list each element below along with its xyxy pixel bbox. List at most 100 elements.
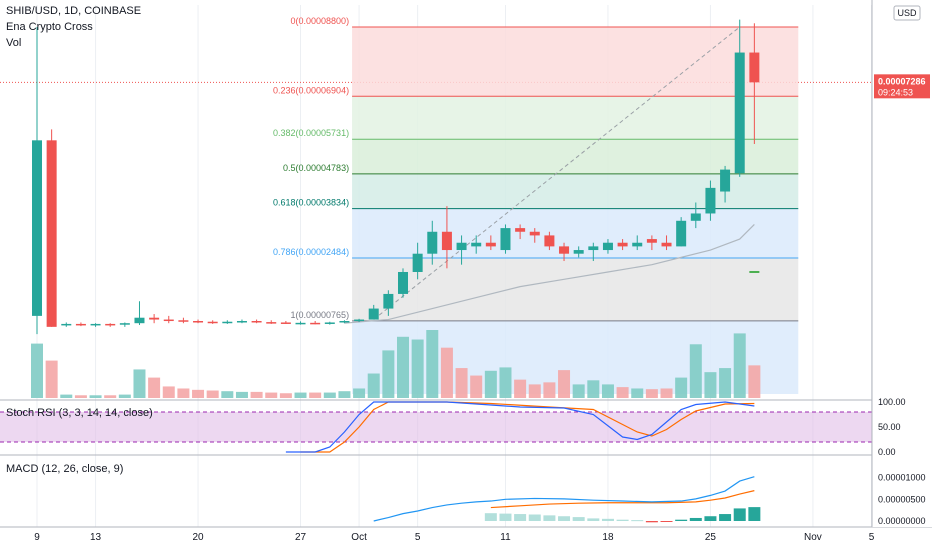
- volume-bar: [558, 370, 571, 398]
- volume-bar: [309, 392, 322, 398]
- currency-label: USD: [897, 8, 917, 18]
- indicator-legend-volume[interactable]: Vol: [6, 37, 22, 49]
- candle-body: [412, 253, 423, 272]
- macd-histogram-bar: [660, 521, 673, 522]
- candle-body: [529, 231, 540, 236]
- price-tag-countdown: 09:24:53: [878, 87, 913, 97]
- candle-body: [32, 140, 42, 316]
- time-axis-tick: 20: [192, 532, 204, 543]
- candle-body: [134, 317, 145, 324]
- fib-level-label: 0.618(0.00003834): [273, 198, 349, 208]
- fib-level-label: 0.5(0.00004783): [283, 163, 349, 173]
- macd-histogram-bar: [616, 519, 629, 521]
- macd-histogram-bar: [528, 514, 541, 521]
- macd-histogram-bar: [587, 518, 600, 521]
- candle-body: [295, 322, 306, 325]
- macd-histogram-bar: [719, 514, 732, 521]
- volume-bar: [60, 394, 73, 398]
- candle-body: [193, 321, 204, 323]
- time-axis-tick: 13: [90, 532, 102, 543]
- candle-body: [251, 321, 262, 323]
- volume-bar: [31, 343, 43, 398]
- volume-bar: [572, 384, 585, 398]
- volume-bar: [250, 391, 263, 398]
- volume-bar: [192, 389, 205, 398]
- fib-zone: [352, 96, 799, 140]
- volume-bar: [294, 392, 307, 398]
- candle-body: [119, 323, 130, 325]
- fib-level-label: 0.236(0.00006904): [273, 85, 349, 95]
- stoch-rsi-pane: [0, 399, 932, 453]
- candle-body: [149, 317, 160, 320]
- candle-body: [617, 242, 628, 247]
- time-axis-tick: Oct: [351, 532, 367, 543]
- volume-bar: [382, 350, 395, 398]
- volume-bar: [645, 389, 658, 398]
- macd-axis-tick: 0.00000000: [878, 516, 926, 526]
- volume-bar: [704, 372, 717, 398]
- candle-body: [690, 213, 701, 221]
- macd-histogram-bar: [572, 517, 585, 521]
- stoch-axis-tick: 100.00: [878, 397, 906, 407]
- candle-body: [354, 319, 365, 322]
- macd-histogram-bar: [645, 521, 658, 523]
- fib-level-label: 0(0.00008800): [291, 16, 350, 26]
- fib-zone: [352, 26, 799, 97]
- volume-bar: [162, 386, 175, 398]
- volume-bars: [31, 330, 761, 398]
- candle-body: [280, 322, 291, 324]
- volume-bar: [206, 390, 219, 398]
- candle-body: [602, 242, 613, 251]
- volume-bar: [279, 393, 292, 398]
- candle-body: [661, 242, 672, 247]
- macd-axis-tick: 0.00001000: [878, 473, 926, 483]
- volume-bar: [514, 379, 527, 398]
- volume-bar: [587, 380, 600, 398]
- candle-body: [705, 187, 716, 214]
- time-axis-tick: 5: [415, 532, 421, 543]
- volume-bar: [235, 391, 248, 398]
- macd-axis-tick: 0.00000500: [878, 494, 926, 504]
- macd-histogram-bar: [514, 514, 527, 521]
- stoch-rsi-title[interactable]: Stoch RSI (3, 3, 14, 14, close): [6, 407, 153, 419]
- stoch-band-fill: [0, 412, 872, 442]
- candle-body: [676, 220, 687, 247]
- symbol-title[interactable]: SHIB/USD, 1D, COINBASE: [6, 5, 142, 17]
- volume-bar: [455, 368, 468, 398]
- macd-histogram-bar: [601, 518, 614, 521]
- macd-signal-line: [490, 490, 755, 509]
- macd-title[interactable]: MACD (12, 26, close, 9): [6, 463, 124, 475]
- volume-bar: [719, 368, 732, 398]
- volume-bar: [221, 391, 234, 398]
- candle-body: [573, 250, 584, 254]
- volume-bar: [323, 392, 336, 398]
- price-tag-value: 0.00007286: [878, 76, 926, 86]
- candle-body: [485, 242, 496, 247]
- macd-pane: [0, 454, 932, 523]
- volume-bar: [118, 394, 131, 398]
- volume-bar: [543, 382, 556, 398]
- currency-button[interactable]: USD: [893, 5, 921, 21]
- candle-body: [90, 323, 101, 326]
- stoch-k-line: [285, 401, 755, 453]
- volume-bar: [733, 333, 746, 398]
- volume-bar: [104, 395, 117, 398]
- macd-histogram-bar: [484, 513, 497, 521]
- volume-bar: [440, 347, 453, 398]
- time-axis-tick: 11: [500, 532, 511, 543]
- time-axis-tick: 9: [34, 532, 40, 543]
- candle-body: [236, 321, 247, 323]
- indicator-legend-ena-crypto-cross[interactable]: Ena Crypto Cross: [6, 21, 93, 33]
- candle-body: [588, 246, 599, 251]
- moving-average-line: [344, 224, 755, 324]
- candle-body: [544, 235, 555, 247]
- axes-layer: 0.000090000.000080000.000070000.00006000…: [0, 0, 932, 543]
- macd-histogram-bar: [675, 519, 688, 521]
- volume-bar: [338, 391, 351, 398]
- candle-body: [427, 231, 438, 254]
- macd-histogram-bar: [631, 520, 644, 522]
- volume-bar: [631, 388, 644, 398]
- candle-body: [515, 228, 526, 232]
